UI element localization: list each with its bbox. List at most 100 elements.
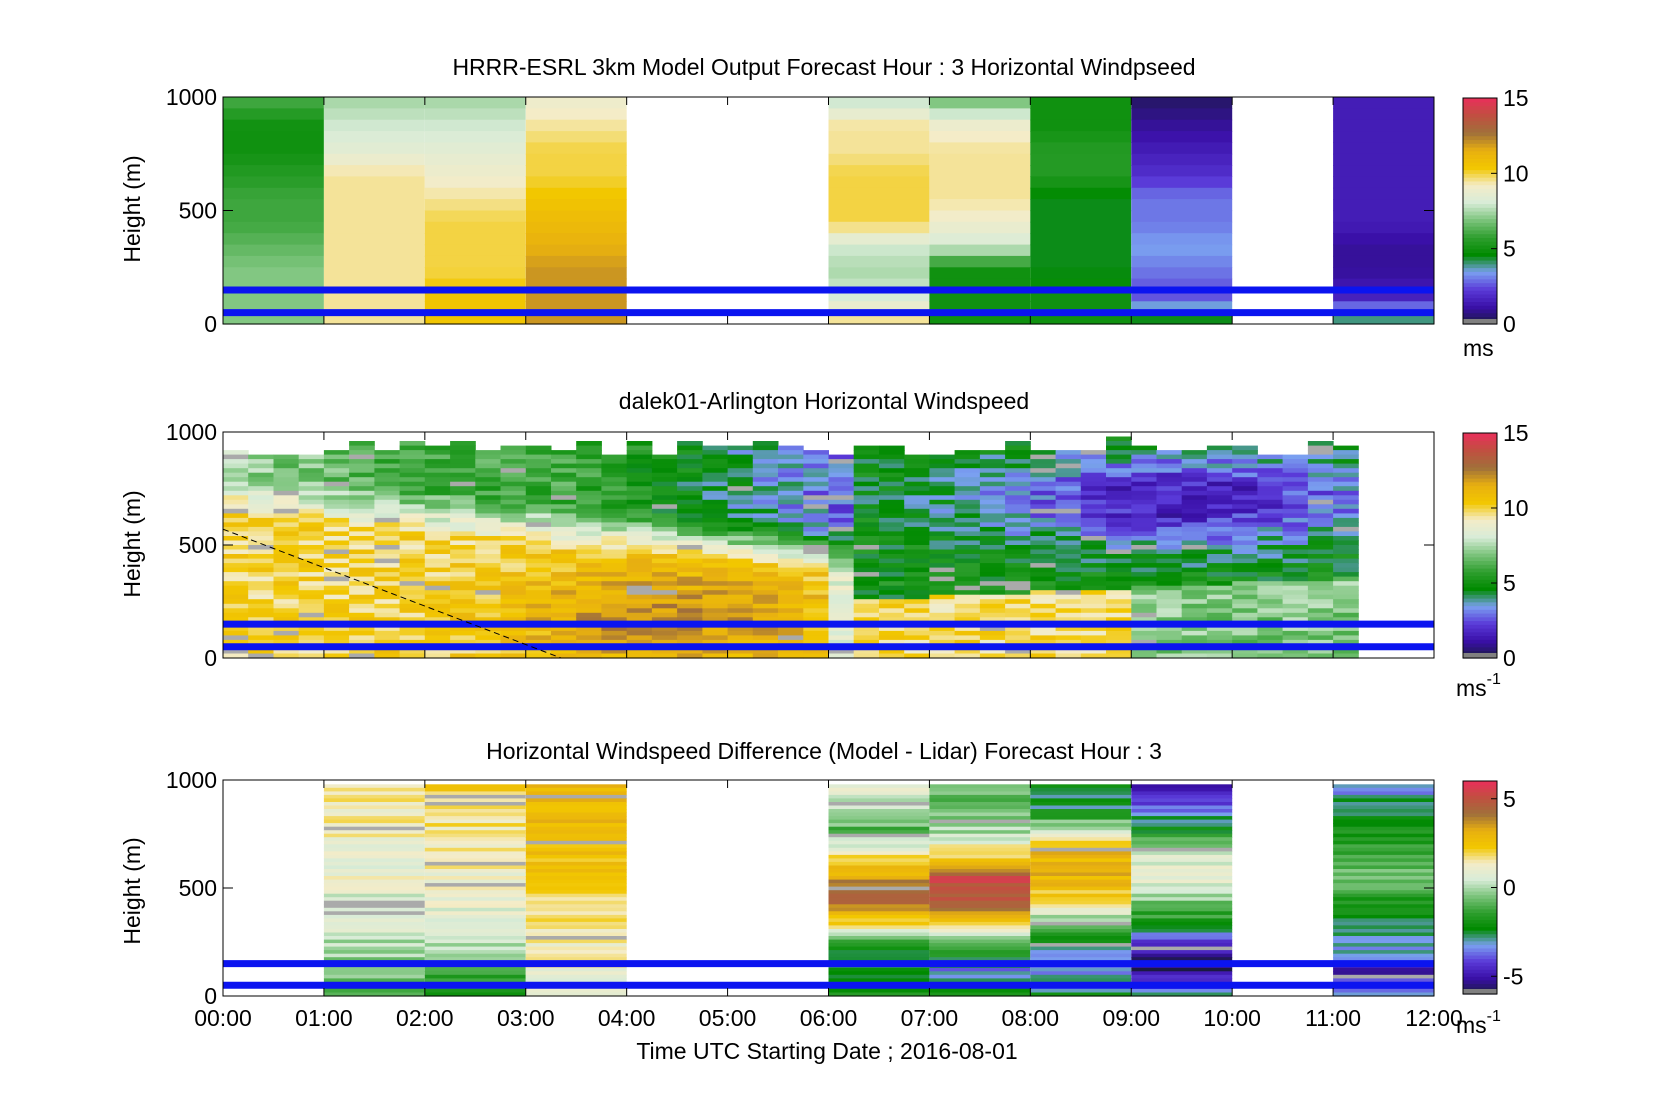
heatmap-cell	[298, 567, 325, 573]
heatmap-cell	[904, 563, 930, 569]
heatmap-cell	[273, 599, 300, 605]
heatmap-cell	[1106, 576, 1132, 582]
heatmap-cell	[1080, 635, 1107, 641]
heatmap-cell	[1206, 603, 1233, 609]
heatmap-cell	[828, 823, 930, 828]
heatmap-cell	[1030, 869, 1132, 874]
heatmap-cell	[273, 540, 300, 546]
heatmap-cell	[450, 594, 476, 600]
heatmap-cell	[576, 649, 602, 655]
heatmap-cell	[1080, 549, 1107, 555]
heatmap-cell	[904, 639, 930, 645]
heatmap-cell	[1181, 563, 1208, 569]
heatmap-cell	[424, 454, 451, 460]
heatmap-cell	[677, 481, 703, 487]
heatmap-cell	[525, 508, 552, 514]
heatmap-cell	[500, 594, 527, 600]
heatmap-cell	[450, 513, 476, 519]
heatmap-cell	[1307, 572, 1334, 578]
heatmap-cell	[929, 957, 1031, 962]
heatmap-cell	[1181, 594, 1208, 600]
heatmap-cell	[979, 653, 1006, 659]
heatmap-cell	[1156, 454, 1183, 460]
heatmap-cell	[424, 872, 526, 877]
heatmap-cell	[626, 508, 653, 514]
heatmap-cell	[929, 805, 1031, 810]
heatmap-cell	[424, 978, 526, 983]
dashed-line	[222, 528, 562, 659]
heatmap-cell	[551, 472, 577, 478]
heatmap-cell	[979, 608, 1006, 614]
heatmap-cell	[803, 495, 829, 501]
heatmap-cell	[853, 468, 880, 474]
heatmap-cell	[525, 812, 627, 817]
heatmap-cell	[828, 978, 930, 983]
heatmap-cell	[1257, 513, 1284, 519]
heatmap-cell	[1005, 513, 1031, 519]
y-axis-label: Height (m)	[119, 490, 145, 597]
heatmap-cell	[223, 522, 249, 528]
heatmap-cell	[803, 617, 829, 623]
marker-lines	[223, 960, 1434, 989]
heatmap-cell	[904, 486, 930, 492]
heatmap-cell	[1080, 639, 1107, 645]
heatmap-cell	[1030, 812, 1132, 817]
heatmap-cell	[1131, 472, 1157, 478]
heatmap-cell	[551, 594, 577, 600]
heatmap-cell	[298, 603, 325, 609]
colorbar-swatch	[1463, 969, 1497, 974]
heatmap-cell	[1333, 943, 1434, 948]
colorbar-swatch	[1463, 962, 1497, 967]
heatmap-cell	[273, 522, 300, 528]
heatmap-cell	[1055, 581, 1082, 587]
heatmap-cell	[349, 603, 375, 609]
heatmap-cell	[1030, 988, 1132, 993]
heatmap-cell	[223, 572, 249, 578]
heatmap-cell	[525, 454, 552, 460]
heatmap-cell	[349, 563, 375, 569]
colorbar-swatch	[1463, 519, 1497, 524]
heatmap-cell	[1156, 649, 1183, 655]
heatmap-cell	[651, 590, 678, 596]
heatmap-cell	[954, 513, 981, 519]
heatmap-cell	[626, 612, 653, 618]
heatmap-cell	[298, 477, 325, 483]
heatmap-cell	[323, 784, 425, 789]
heatmap-cell	[752, 576, 779, 582]
heatmap-cell	[803, 567, 829, 573]
colorbar-swatch	[1463, 248, 1497, 254]
heatmap-cell	[450, 459, 476, 465]
heatmap-cell	[1030, 472, 1056, 478]
heatmap-cell	[273, 486, 300, 492]
heatmap-cell	[979, 581, 1006, 587]
colorbar-swatch	[1463, 613, 1497, 618]
heatmap-cell	[979, 481, 1006, 487]
colorbar-swatch	[1463, 605, 1497, 610]
heatmap-cell	[1030, 929, 1132, 934]
x-tick-label: 06:00	[800, 1005, 858, 1031]
heatmap-cell	[1080, 499, 1107, 505]
heatmap-cell	[626, 567, 653, 573]
heatmap-cell	[1030, 918, 1132, 923]
heatmap-cell	[424, 508, 451, 514]
heatmap-cell	[273, 517, 300, 523]
heatmap-cell	[1333, 844, 1434, 849]
heatmap-cell	[1257, 499, 1284, 505]
heatmap-cell	[525, 953, 627, 958]
heatmap-cell	[349, 504, 375, 510]
heatmap-cell	[651, 472, 678, 478]
heatmap-cell	[1156, 594, 1183, 600]
heatmap-cell	[1030, 233, 1132, 246]
heatmap-cell	[1333, 918, 1434, 923]
heatmap-cell	[1333, 823, 1434, 828]
heatmap-cell	[1131, 893, 1233, 898]
heatmap-cell	[651, 486, 678, 492]
heatmap-cell	[475, 531, 501, 537]
heatmap-cell	[1282, 472, 1309, 478]
heatmap-cell	[1181, 504, 1208, 510]
heatmap-cell	[525, 886, 627, 891]
heatmap-cell	[1131, 210, 1233, 223]
heatmap-cell	[1131, 233, 1233, 246]
heatmap-cell	[323, 967, 425, 972]
heatmap-cell	[424, 472, 451, 478]
